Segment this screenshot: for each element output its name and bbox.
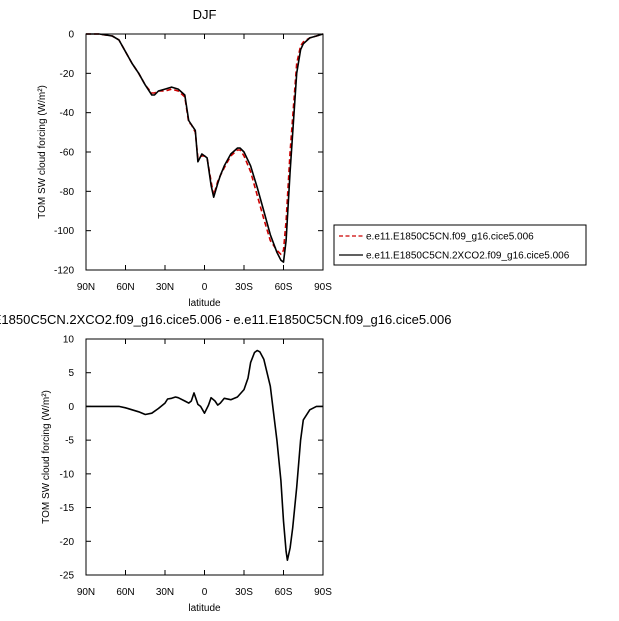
x-tick-label: 30S [235,282,253,293]
y-tick-label: -15 [60,503,75,514]
x-tick-label: 30N [156,282,174,293]
y-tick-label: -60 [60,148,75,159]
y-tick-label: 10 [63,335,75,346]
y-tick-label: -25 [60,571,75,582]
bottom-plot-frame [85,338,324,576]
y-tick-label: 0 [68,402,74,413]
top-x-axis: 90N 60N 30N 0 30S 60S 90S [77,34,332,293]
top-y-axis: 0 -20 -40 -60 -80 -100 -120 [54,30,323,277]
x-tick-label: 60N [116,282,134,293]
y-tick-label: -20 [60,537,75,548]
bottom-x-axis: 90N 60N 30N 0 30S 60S 90S [77,339,332,598]
legend-label-control: e.e11.E1850C5CN.f09_g16.cice5.006 [366,232,534,243]
x-tick-label: 0 [202,282,208,293]
y-tick-label: 0 [68,30,74,41]
chart-title: DJF [193,7,217,22]
x-tick-label: 90S [314,282,332,293]
legend-label-2xco2: e.e11.E1850C5CN.2XCO2.f09_g16.cice5.006 [366,251,570,262]
top-x-axis-label: latitude [188,298,221,309]
x-tick-label: 30S [235,587,253,598]
y-tick-label: -5 [65,436,74,447]
bottom-y-axis-label: TOM SW cloud forcing (W/m²) [41,390,52,524]
y-tick-label: -120 [54,266,74,277]
x-tick-label: 30N [156,587,174,598]
x-tick-label: 90N [77,587,95,598]
y-tick-label: -100 [54,226,74,237]
top-y-axis-label: TOM SW cloud forcing (W/m²) [37,85,48,219]
difference-chart-title: e.e11.E1850C5CN.2XCO2.f09_g16.cice5.006 … [0,312,451,327]
y-tick-label: -40 [60,108,75,119]
legend-frame [333,224,587,266]
series-line-1 [86,33,324,263]
y-tick-label: -10 [60,469,75,480]
bottom-x-axis-label: latitude [188,603,221,614]
y-tick-label: 5 [68,368,74,379]
bottom-plot-area [86,349,323,562]
legend: e.e11.E1850C5CN.f09_g16.cice5.006 e.e11.… [333,224,587,266]
x-tick-label: 90S [314,587,332,598]
bottom-panel: e.e11.E1850C5CN.2XCO2.f09_g16.cice5.006 … [0,312,451,614]
y-tick-label: -20 [60,69,75,80]
x-tick-label: 90N [77,282,95,293]
x-tick-label: 0 [202,587,208,598]
top-plot-area [86,33,324,263]
x-tick-label: 60S [275,587,293,598]
y-tick-label: -80 [60,187,75,198]
series-line-0 [86,349,323,562]
top-panel: DJF 0 -20 -40 -60 -80 -100 -120 90N 60N 30N 0 30S 6… [37,7,587,309]
top-plot-frame [85,33,324,271]
x-tick-label: 60N [116,587,134,598]
bottom-y-axis: 10 5 0 -5 -10 -15 -20 -25 [60,335,323,582]
x-tick-label: 60S [275,282,293,293]
